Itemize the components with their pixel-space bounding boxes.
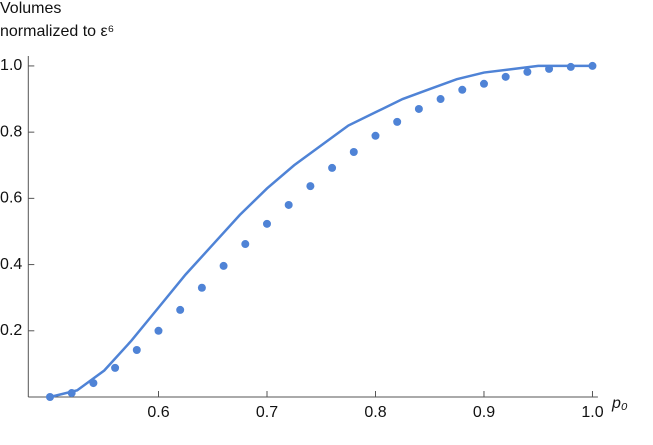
point <box>154 326 163 335</box>
y-axis-label: normalized to ε⁶ <box>0 23 114 40</box>
point <box>219 261 228 270</box>
point <box>45 393 54 401</box>
point <box>371 131 380 140</box>
point <box>111 363 120 372</box>
point <box>414 104 423 113</box>
point <box>328 163 337 172</box>
point <box>176 305 185 314</box>
point <box>262 219 271 228</box>
y-tick-label: 0.4 <box>0 256 22 273</box>
point <box>545 64 554 73</box>
point <box>197 283 206 292</box>
point <box>566 62 575 71</box>
point <box>132 345 141 354</box>
y-axis-label: Volumes <box>0 0 61 17</box>
point <box>588 61 597 70</box>
x-tick-label: 0.8 <box>364 404 386 421</box>
x-axis-label: p₀ <box>611 395 628 412</box>
point <box>349 148 358 157</box>
point <box>479 79 488 88</box>
x-tick-label: 0.7 <box>256 404 278 421</box>
y-tick-label: 0.6 <box>0 190 22 207</box>
point <box>306 182 315 191</box>
point <box>458 85 467 94</box>
point <box>67 389 76 398</box>
y-tick-label: 0.8 <box>0 123 22 140</box>
y-tick-label: 1.0 <box>0 57 22 74</box>
point <box>241 240 250 249</box>
y-tick-label: 0.2 <box>0 322 22 339</box>
point <box>284 200 293 209</box>
point <box>523 67 532 76</box>
point <box>501 72 510 81</box>
point <box>436 95 445 104</box>
x-tick-label: 0.9 <box>473 404 495 421</box>
point <box>89 379 98 388</box>
point <box>393 117 402 126</box>
x-tick-label: 1.0 <box>581 404 603 421</box>
curve <box>49 64 593 399</box>
x-tick-label: 0.6 <box>147 404 169 421</box>
